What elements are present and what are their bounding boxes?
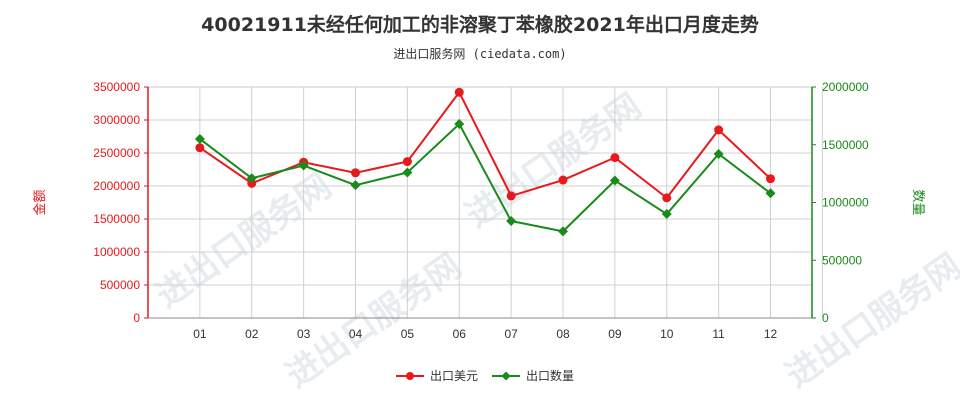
chart-title: 40021911未经任何加工的非溶聚丁苯橡胶2021年出口月度走势	[201, 14, 759, 36]
left-axis-title: 金额	[32, 189, 48, 215]
left-tick-label: 0	[133, 311, 140, 325]
legend-label: 出口美元	[430, 369, 478, 383]
series-point	[454, 87, 464, 97]
x-tick-label: 03	[297, 327, 311, 341]
series-point	[558, 175, 568, 185]
series-point	[558, 226, 568, 237]
series-point	[713, 148, 724, 159]
x-tick-label: 04	[349, 327, 363, 341]
series-line-2	[199, 122, 772, 233]
right-tick-label: 2000000	[822, 80, 869, 94]
x-tick-label: 01	[193, 327, 207, 341]
tick-labels: 0 500000 1000000 1500000 2000000 2500000 30000…	[32, 80, 925, 341]
legend-marker	[501, 371, 511, 381]
series-layer	[194, 87, 776, 237]
series-point	[714, 125, 724, 135]
series-point	[661, 209, 672, 220]
series-point	[350, 180, 361, 191]
left-tick-label: 3000000	[93, 113, 140, 127]
left-tick-label: 2000000	[93, 179, 140, 193]
right-tick-label: 1500000	[822, 138, 869, 152]
x-tick-label: 07	[504, 327, 518, 341]
series-point	[506, 191, 516, 201]
series-point	[766, 174, 775, 184]
series-line-1	[199, 90, 772, 200]
series-point	[454, 118, 465, 129]
chart-subtitle: 进出口服务网 (ciedata.com)	[393, 47, 567, 61]
series-point	[247, 178, 257, 188]
left-tick-label: 2500000	[93, 146, 140, 160]
x-tick-label: 11	[712, 327, 725, 341]
series-point	[402, 167, 413, 178]
series-point	[351, 168, 360, 178]
x-tick-label: 08	[556, 327, 570, 341]
left-tick-label: 1500000	[93, 212, 140, 226]
x-tick-label: 09	[608, 327, 622, 341]
x-tick-label: 12	[764, 327, 778, 341]
series-point	[298, 160, 309, 171]
x-tick-label: 10	[660, 327, 674, 341]
x-tick-label: 02	[245, 327, 259, 341]
series-point	[610, 153, 620, 163]
legend-marker	[406, 372, 414, 380]
right-axis-title: 数量	[910, 189, 925, 215]
left-tick-label: 3500000	[93, 80, 140, 94]
legend-label: 出口数量	[526, 368, 574, 383]
right-tick-label: 0	[822, 311, 829, 325]
series-point	[662, 193, 672, 203]
legend: 出口美元 出口数量	[396, 368, 574, 383]
left-tick-label: 1000000	[93, 245, 140, 259]
series-point	[765, 188, 776, 199]
left-tick-label: 500000	[100, 278, 140, 292]
right-tick-label: 1000000	[822, 196, 869, 210]
series-point	[402, 157, 412, 167]
x-tick-label: 05	[401, 327, 415, 341]
series-point	[506, 215, 517, 226]
series-point	[194, 133, 205, 144]
watermark-text: 进出口服务网	[779, 246, 960, 396]
series-point	[195, 143, 205, 153]
series-point	[246, 173, 257, 184]
watermark-text: 进出口服务网	[149, 166, 339, 316]
right-tick-label: 500000	[822, 253, 862, 267]
x-tick-label: 06	[453, 327, 467, 341]
series-point	[609, 175, 620, 186]
